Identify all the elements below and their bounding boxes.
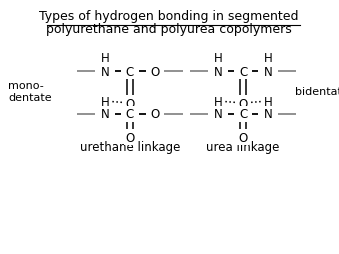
Text: N: N: [214, 108, 222, 121]
Text: H: H: [214, 95, 222, 108]
Text: O: O: [238, 97, 247, 110]
Text: polyurethane and polyurea copolymers: polyurethane and polyurea copolymers: [46, 23, 292, 36]
Text: urethane linkage: urethane linkage: [80, 140, 180, 153]
Text: O: O: [125, 97, 135, 110]
Text: N: N: [101, 108, 109, 121]
Text: O: O: [151, 108, 160, 121]
Text: O: O: [238, 131, 247, 144]
Text: N: N: [101, 65, 109, 78]
Text: C: C: [126, 108, 134, 121]
Text: H: H: [214, 52, 222, 65]
Text: urea linkage: urea linkage: [206, 140, 280, 153]
Text: bidentate: bidentate: [295, 87, 339, 97]
Text: H: H: [264, 52, 272, 65]
Text: C: C: [126, 65, 134, 78]
Text: H: H: [264, 95, 272, 108]
Text: mono-
dentate: mono- dentate: [8, 81, 52, 103]
Text: H: H: [101, 95, 109, 108]
Text: Types of hydrogen bonding in segmented: Types of hydrogen bonding in segmented: [39, 10, 299, 23]
Text: C: C: [239, 65, 247, 78]
Text: N: N: [264, 108, 272, 121]
Text: N: N: [264, 65, 272, 78]
Text: O: O: [151, 65, 160, 78]
Text: C: C: [239, 108, 247, 121]
Text: H: H: [101, 52, 109, 65]
Text: N: N: [214, 65, 222, 78]
Text: O: O: [125, 131, 135, 144]
